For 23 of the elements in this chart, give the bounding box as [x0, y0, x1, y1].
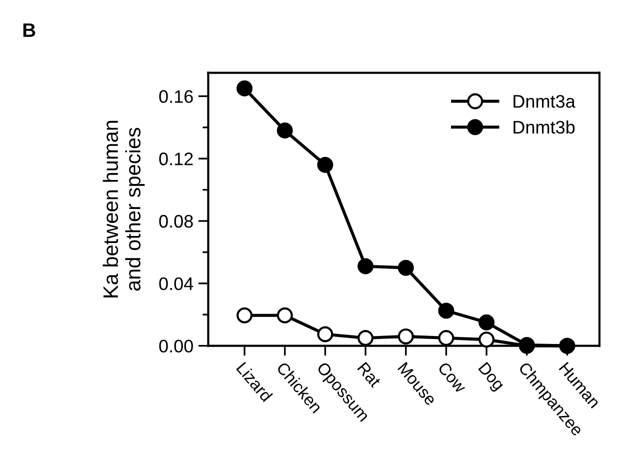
point [398, 328, 414, 344]
point [236, 307, 253, 324]
y-tick-label: 0.08 [159, 214, 193, 228]
point [276, 307, 293, 324]
point [317, 326, 334, 342]
legend-label: Dnmt3a [514, 94, 576, 108]
y-axis-title: Ka between human and other species [102, 120, 145, 298]
point [478, 314, 495, 330]
point [358, 258, 374, 274]
text: B [23, 23, 36, 37]
legend-label: Dnmt3b [514, 120, 575, 134]
point [236, 80, 253, 96]
y-tick-label: 0.16 [159, 90, 193, 103]
point [438, 330, 454, 346]
y-tick-label: 0.12 [159, 152, 193, 166]
point [398, 260, 414, 276]
y-tick-label: 0.04 [159, 277, 194, 290]
point [358, 330, 374, 346]
point [317, 156, 334, 173]
point [478, 332, 495, 348]
point [438, 302, 454, 319]
y-tick-label: 0.00 [159, 340, 193, 353]
point [276, 122, 293, 139]
